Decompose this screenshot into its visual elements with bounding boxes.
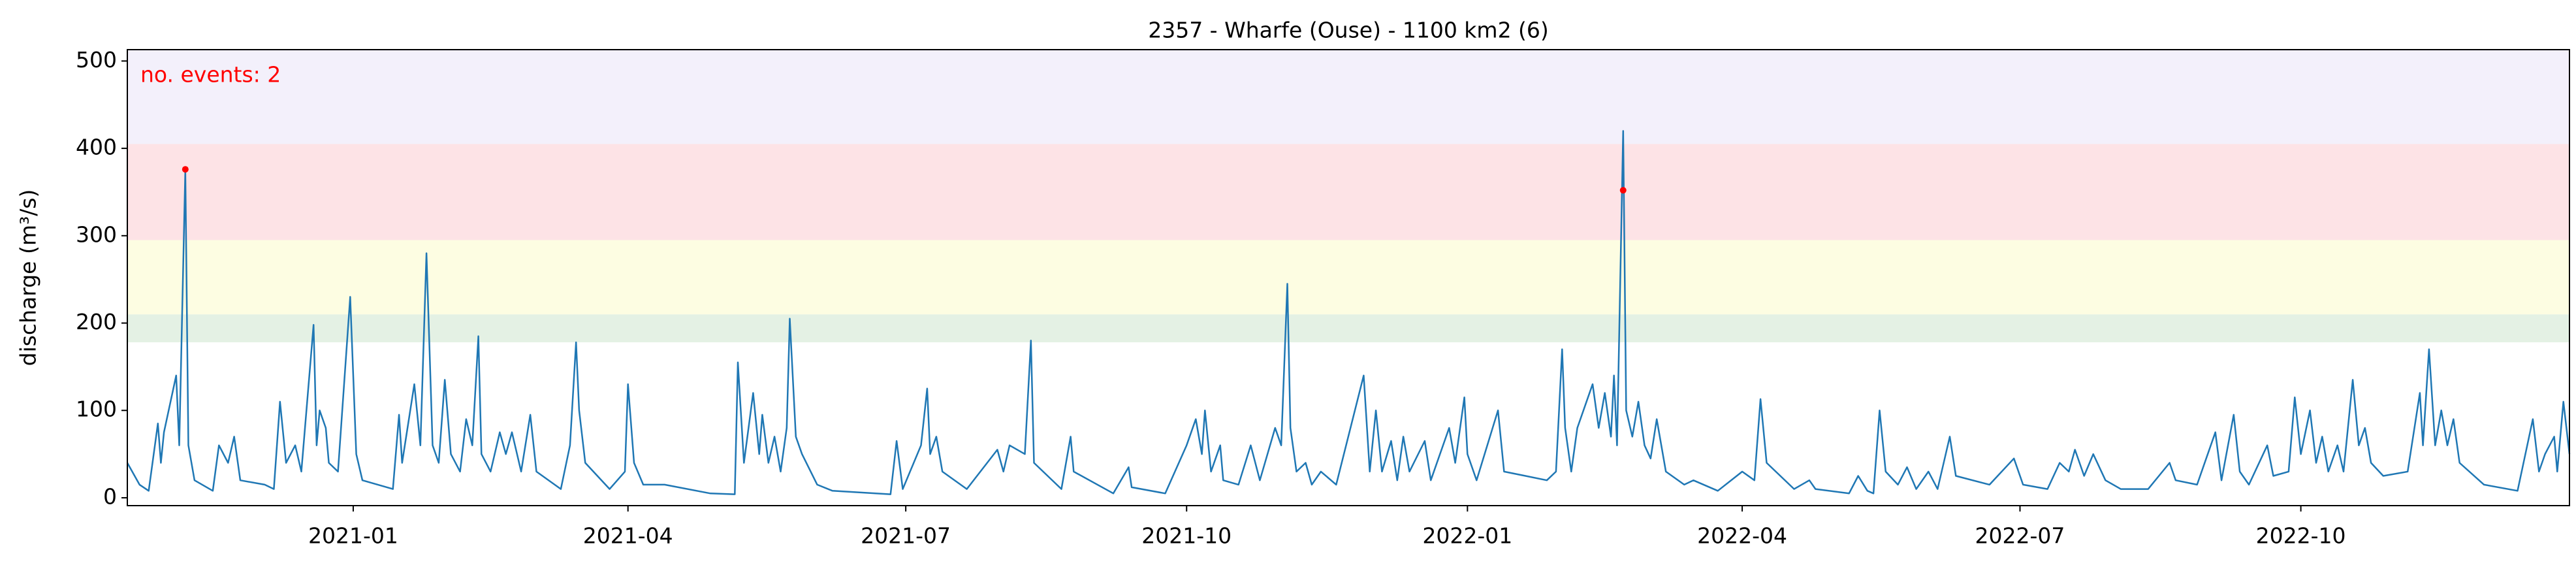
y-tick-label: 400 — [76, 135, 117, 160]
threshold-band — [127, 144, 2569, 240]
axes-frame — [127, 49, 2570, 506]
x-tick-label: 2022-10 — [2256, 523, 2346, 549]
x-tick-label: 2021-04 — [583, 523, 673, 549]
threshold-band — [127, 314, 2569, 342]
x-tick-label: 2022-07 — [1975, 523, 2065, 549]
y-tick-label: 100 — [76, 397, 117, 422]
x-tick-label: 2022-04 — [1697, 523, 1787, 549]
x-tick-label: 2021-10 — [1141, 523, 1232, 549]
y-tick-label: 200 — [76, 309, 117, 334]
event-marker — [182, 166, 189, 173]
threshold-band — [127, 50, 2569, 144]
event-marker — [1619, 187, 1627, 194]
y-tick-label: 500 — [76, 47, 117, 73]
x-tick-label: 2021-01 — [308, 523, 398, 549]
x-tick-label: 2022-01 — [1422, 523, 1512, 549]
discharge-line — [126, 130, 2571, 495]
y-axis-label: discharge (m³/s) — [16, 189, 41, 366]
y-tick-label: 0 — [103, 483, 117, 509]
threshold-band — [127, 240, 2569, 315]
event-count: no. events: 2 — [140, 62, 281, 88]
x-tick-label: 2021-07 — [861, 523, 951, 549]
chart-title: 2357 - Wharfe (Ouse) - 1100 km2 (6) — [1148, 18, 1549, 43]
y-tick-label: 300 — [76, 221, 117, 247]
